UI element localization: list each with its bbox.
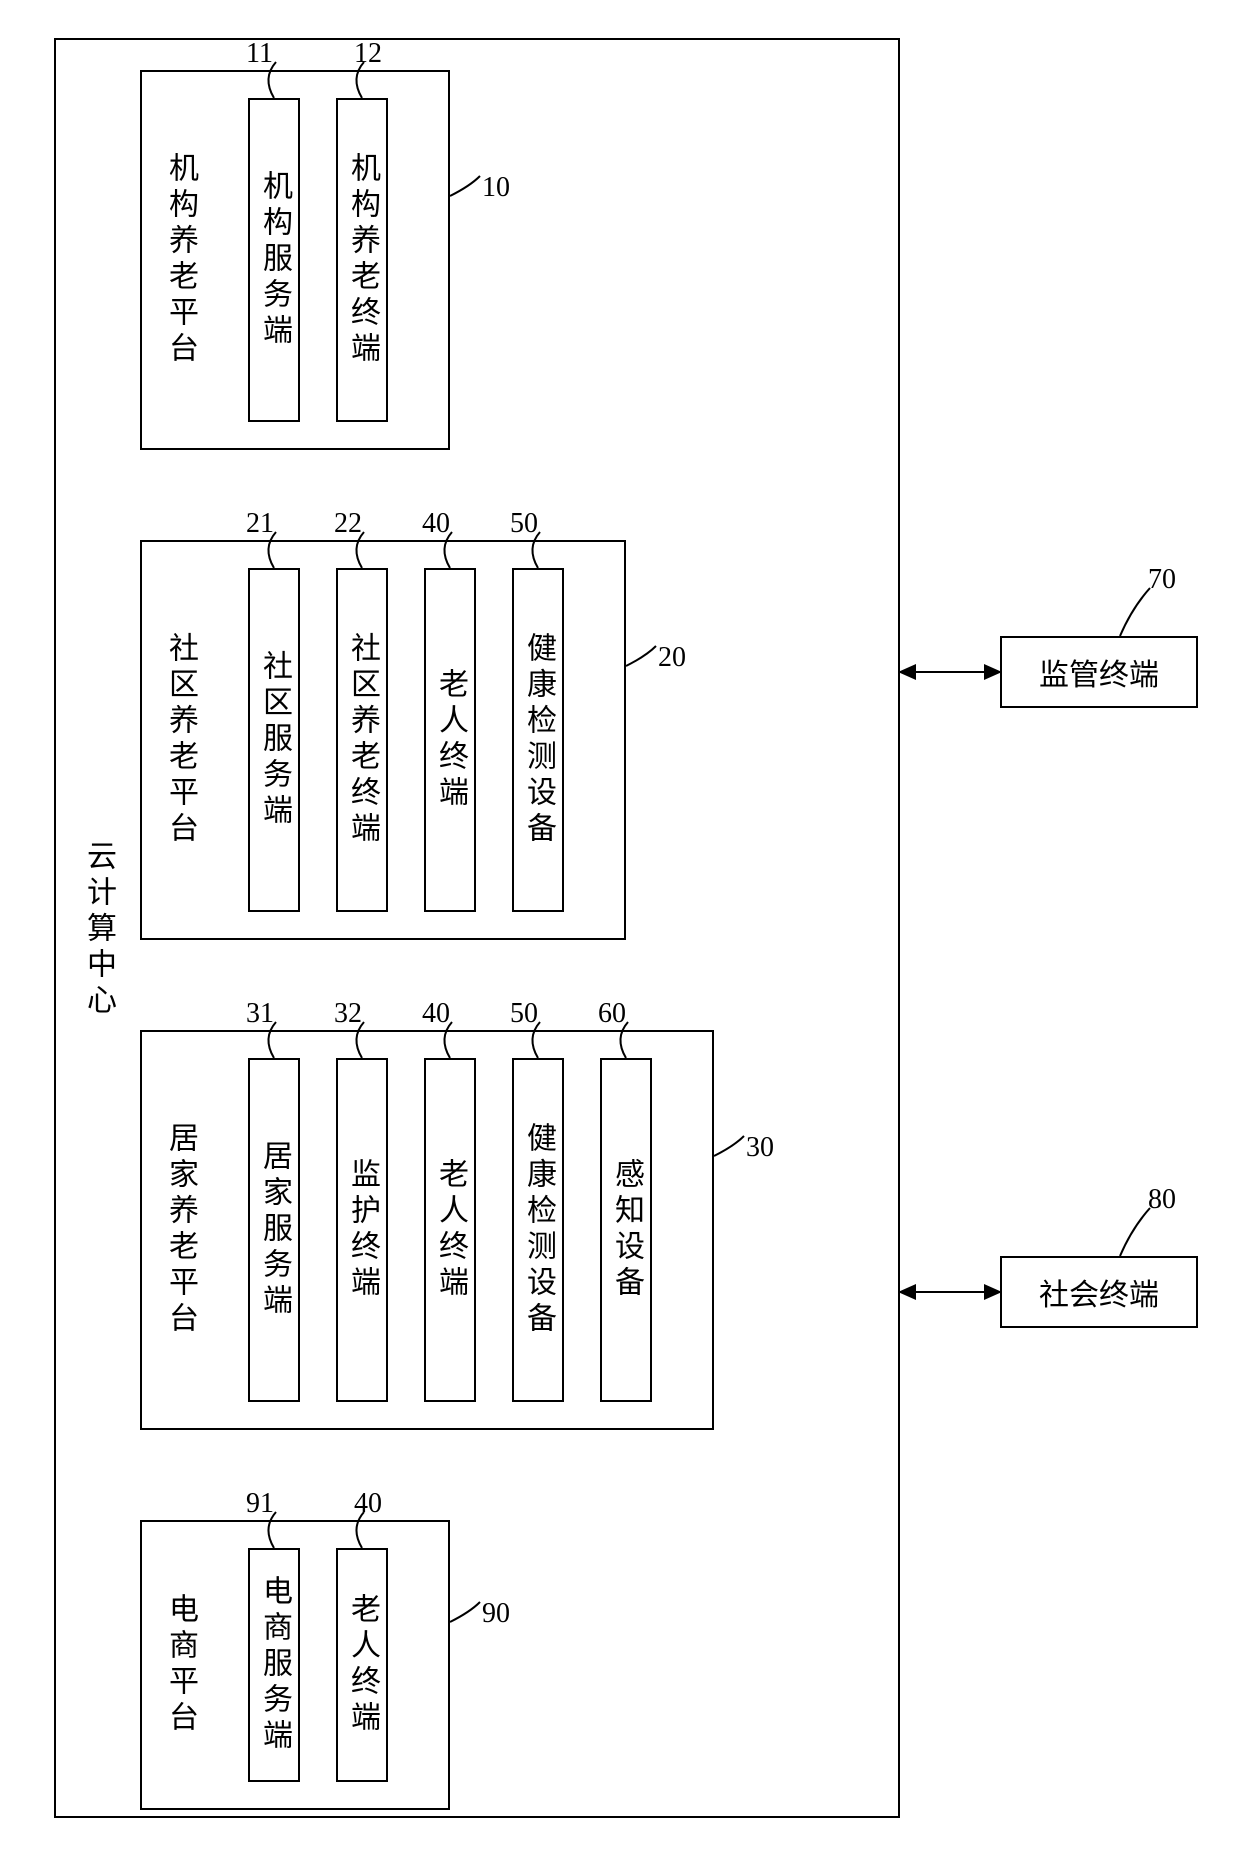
arrow-head-right-icon <box>984 664 1002 680</box>
item-refnum: 11 <box>246 38 273 70</box>
item-refnum: 50 <box>510 508 538 540</box>
platform-refnum: 30 <box>746 1132 774 1164</box>
item-label: 社区养老终端 <box>336 568 388 912</box>
item-refnum: 31 <box>246 998 274 1030</box>
item-label: 老人终端 <box>336 1548 388 1782</box>
item-refnum: 91 <box>246 1488 274 1520</box>
arrow-head-left-icon <box>898 1284 916 1300</box>
arrow-line <box>914 671 986 673</box>
item-label: 社区服务端 <box>248 568 300 912</box>
external-refnum: 80 <box>1148 1184 1176 1216</box>
item-label: 老人终端 <box>424 568 476 912</box>
external-refnum: 70 <box>1148 564 1176 596</box>
item-refnum: 12 <box>354 38 382 70</box>
item-label: 机构养老终端 <box>336 98 388 422</box>
item-label: 监护终端 <box>336 1058 388 1402</box>
platform-title: 社区养老平台 <box>160 570 200 910</box>
cloud-center-label: 云计算中心 <box>78 800 118 1060</box>
item-refnum: 40 <box>354 1488 382 1520</box>
arrow-head-left-icon <box>898 664 916 680</box>
platform-title: 机构养老平台 <box>160 100 200 420</box>
item-label: 居家服务端 <box>248 1058 300 1402</box>
item-refnum: 21 <box>246 508 274 540</box>
platform-title: 电商平台 <box>160 1570 200 1760</box>
external-label: 社会终端 <box>1000 1256 1198 1328</box>
item-refnum: 50 <box>510 998 538 1030</box>
item-label: 感知设备 <box>600 1058 652 1402</box>
external-label: 监管终端 <box>1000 636 1198 708</box>
platform-title: 居家养老平台 <box>160 1060 200 1400</box>
item-label: 电商服务端 <box>248 1548 300 1782</box>
item-label: 机构服务端 <box>248 98 300 422</box>
item-refnum: 60 <box>598 998 626 1030</box>
platform-refnum: 90 <box>482 1598 510 1630</box>
arrow-head-right-icon <box>984 1284 1002 1300</box>
item-refnum: 32 <box>334 998 362 1030</box>
platform-refnum: 10 <box>482 172 510 204</box>
item-label: 老人终端 <box>424 1058 476 1402</box>
item-label: 健康检测设备 <box>512 568 564 912</box>
item-refnum: 40 <box>422 508 450 540</box>
platform-refnum: 20 <box>658 642 686 674</box>
item-label: 健康检测设备 <box>512 1058 564 1402</box>
item-refnum: 22 <box>334 508 362 540</box>
diagram-canvas: 云计算中心 机构养老平台 10 机构服务端 11 机构养老终端 12 社区养老平台 20 社区服务… <box>0 0 1240 1853</box>
item-refnum: 40 <box>422 998 450 1030</box>
arrow-line <box>914 1291 986 1293</box>
